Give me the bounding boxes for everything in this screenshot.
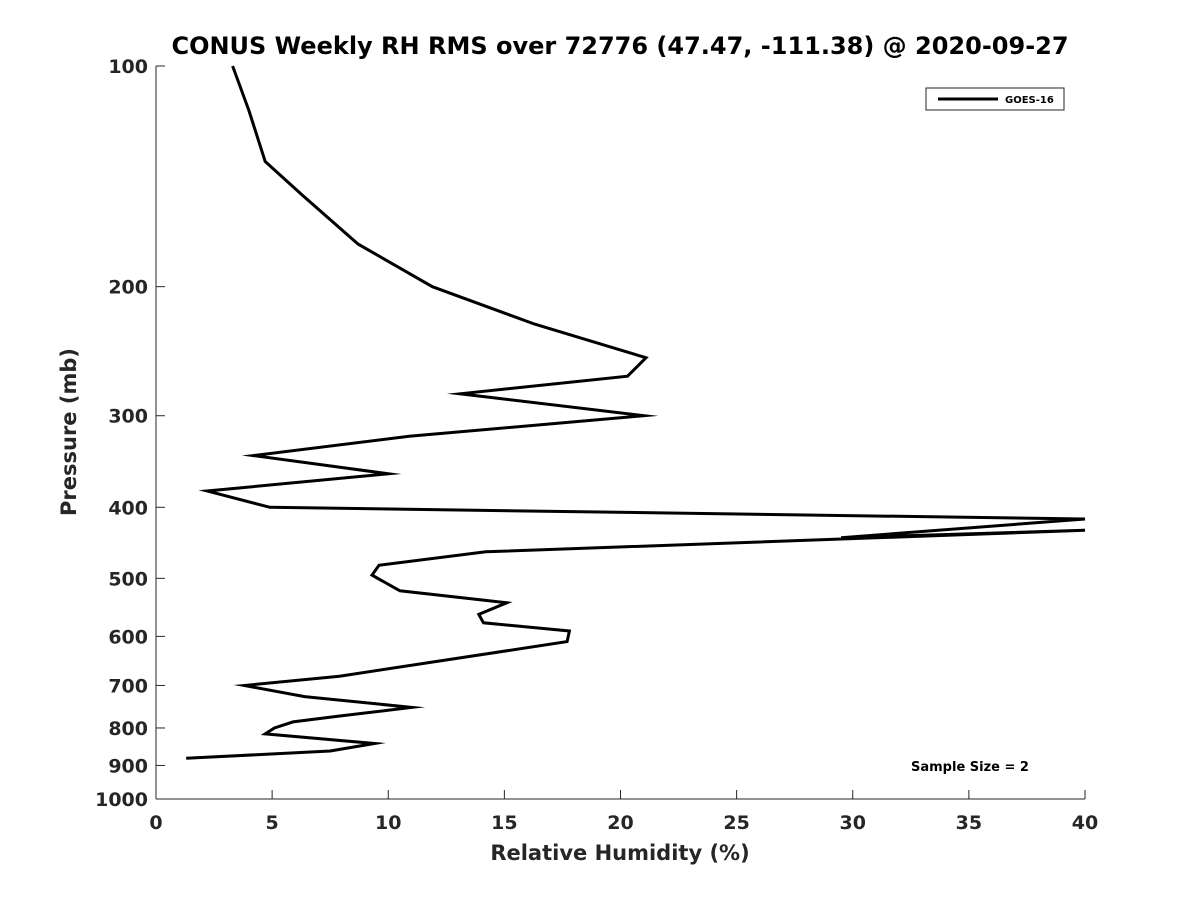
x-ticks: 0 5 10 15 20 25 30 35 40 bbox=[149, 790, 1098, 834]
y-tick-label: 500 bbox=[108, 568, 148, 590]
series-line-goes-16 bbox=[186, 65, 1086, 760]
x-tick-label: 35 bbox=[956, 812, 982, 834]
x-tick-label: 5 bbox=[266, 812, 279, 834]
x-tick-label: 10 bbox=[375, 812, 401, 834]
y-tick-label: 1000 bbox=[95, 789, 148, 811]
y-tick-label: 700 bbox=[108, 675, 148, 697]
x-tick-label: 25 bbox=[723, 812, 749, 834]
y-ticks: 100 200 300 400 500 600 700 800 900 1000 bbox=[95, 56, 165, 811]
x-tick-label: 40 bbox=[1072, 812, 1098, 834]
x-tick-label: 0 bbox=[149, 812, 162, 834]
x-tick-label: 15 bbox=[491, 812, 517, 834]
x-tick-label: 30 bbox=[840, 812, 866, 834]
y-tick-label: 300 bbox=[108, 406, 148, 428]
y-axis-label: Pressure (mb) bbox=[57, 348, 81, 516]
y-tick-label: 100 bbox=[108, 56, 148, 78]
y-tick-label: 200 bbox=[108, 277, 148, 299]
sample-size-annotation: Sample Size = 2 bbox=[911, 760, 1029, 775]
x-tick-label: 20 bbox=[607, 812, 633, 834]
y-tick-label: 900 bbox=[108, 755, 148, 777]
legend: GOES-16 bbox=[925, 87, 1065, 111]
chart-title: CONUS Weekly RH RMS over 72776 (47.47, -… bbox=[171, 32, 1068, 60]
plot-area: 0 5 10 15 20 25 30 35 40 100 200 300 400 500 600 700 80… bbox=[95, 56, 1098, 834]
x-axis-label: Relative Humidity (%) bbox=[490, 841, 749, 865]
y-tick-label: 600 bbox=[108, 626, 148, 648]
legend-entry-goes-16: GOES-16 bbox=[1005, 95, 1054, 106]
y-tick-label: 800 bbox=[108, 718, 148, 740]
y-tick-label: 400 bbox=[108, 497, 148, 519]
